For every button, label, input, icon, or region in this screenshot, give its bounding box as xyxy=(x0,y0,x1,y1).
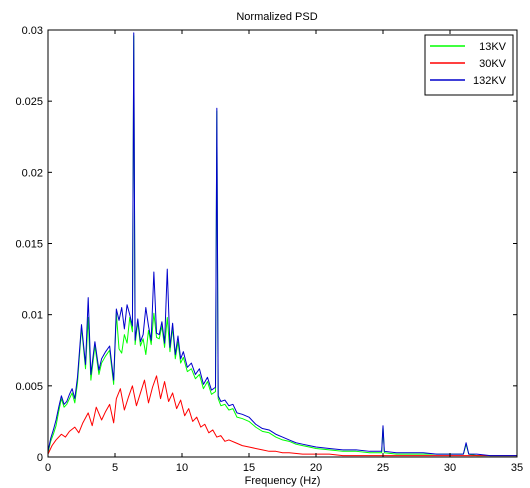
y-tick-label: 0 xyxy=(37,452,43,464)
series-layer xyxy=(47,32,517,457)
chart-title: Normalized PSD xyxy=(236,11,317,23)
plot-area xyxy=(48,30,517,457)
x-tick-label: 20 xyxy=(310,462,322,474)
y-tick-label: 0.025 xyxy=(15,96,43,108)
x-tick-label: 15 xyxy=(243,462,255,474)
y-tick-label: 0.005 xyxy=(15,381,43,393)
series-line-132kv xyxy=(47,32,517,457)
x-tick-label: 5 xyxy=(112,462,118,474)
y-tick-label: 0.03 xyxy=(22,25,43,37)
plot-frame xyxy=(47,29,518,458)
legend-label-132kv: 132KV xyxy=(473,75,507,87)
legend-label-30kv: 30KV xyxy=(479,58,507,70)
y-tick-label: 0.01 xyxy=(22,310,43,322)
x-tick-label: 0 xyxy=(45,462,51,474)
y-tick-label: 0.015 xyxy=(15,239,43,251)
legend-box xyxy=(424,34,514,96)
series-line-13kv xyxy=(47,35,517,457)
legend-label-13kv: 13KV xyxy=(479,41,507,53)
y-tick-label: 0.02 xyxy=(22,167,43,179)
x-tick-label: 30 xyxy=(444,462,456,474)
legend: 13KV 30KV 132KV xyxy=(424,34,514,96)
x-tick-label: 35 xyxy=(511,462,523,474)
ticks-layer: 0 5 10 15 20 25 30 35 0 0.005 0.01 0.015 0.02 0.025 0.… xyxy=(15,25,523,474)
x-tick-label: 25 xyxy=(377,462,389,474)
x-tick-label: 10 xyxy=(176,462,188,474)
x-axis-label: Frequency (Hz) xyxy=(245,475,321,487)
series-line-30kv xyxy=(47,375,517,457)
